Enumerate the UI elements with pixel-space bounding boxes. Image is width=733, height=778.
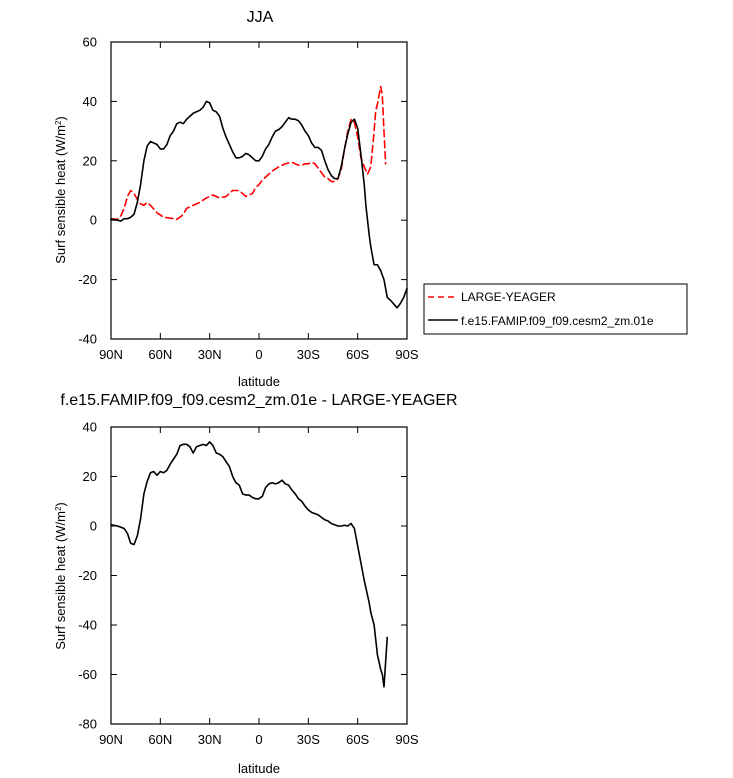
top-x-tick-label: 0 [255,347,262,362]
legend-box [423,283,688,335]
legend-label-cesm2: f.e15.FAMIP.f09_f09.cesm2_zm.01e [461,314,654,328]
top-y-tick-label: 60 [83,35,97,50]
top-x-tick-label: 60N [148,347,172,362]
bottom-x-tick-label: 30N [198,732,222,747]
top-y-axis-label: Surf sensible heat (W/m2) [53,116,68,264]
bottom-x-tick-label: 0 [255,732,262,747]
top-x-tick-label: 60S [346,347,369,362]
bottom-series-line-difference [110,441,389,688]
svg-text:Surf sensible heat (W/m2): Surf sensible heat (W/m2) [53,116,68,264]
bottom-y-axis-label-sup: 2 [54,506,63,511]
bottom-x-tick-label: 60S [346,732,369,747]
bottom-x-tick-label: 60N [148,732,172,747]
bottom-panel: f.e15.FAMIP.f09_f09.cesm2_zm.01e - LARGE… [53,392,458,776]
bottom-chart-title: f.e15.FAMIP.f09_f09.cesm2_zm.01e - LARGE… [60,392,457,409]
top-x-axis-label: latitude [238,374,280,389]
top-y-tick-label: 20 [83,153,97,168]
bottom-y-tick-label: -20 [78,568,97,583]
top-panel: JJA Surf sensible heat (W/m2) latitude -… [53,9,419,389]
top-plot-frame [110,41,408,340]
bottom-y-tick-label: 40 [83,420,97,435]
bottom-y-tick-label: -60 [78,667,97,682]
top-series-line-large-yeager [110,85,387,221]
bottom-axis-ticks: -80 -60 -40 -20 0 20 40 90N 60N 30N 0 30S 60S 90S [78,420,419,748]
top-y-tick-label: -20 [78,272,97,287]
bottom-y-tick-label: 0 [90,519,97,534]
top-y-tick-label: 40 [83,94,97,109]
bottom-y-axis-label: Surf sensible heat (W/m2) [53,502,68,650]
top-y-axis-label-text: Surf sensible heat (W/m [53,125,68,264]
legend: LARGE-YEAGER f.e15.FAMIP.f09_f09.cesm2_z… [423,283,688,335]
top-x-tick-label: 90S [395,347,418,362]
bottom-y-axis-label-text: Surf sensible heat (W/m [53,511,68,650]
top-y-axis-label-sup: 2 [54,120,63,125]
legend-label-large-yeager: LARGE-YEAGER [461,290,556,304]
top-y-tick-label: -40 [78,332,97,347]
bottom-x-tick-label: 30S [297,732,320,747]
top-x-tick-label: 30N [198,347,222,362]
bottom-y-tick-label: 20 [83,469,97,484]
bottom-y-tick-label: -80 [78,717,97,732]
top-y-tick-label: 0 [90,213,97,228]
top-series-line-f-e15-famip-f09-f09-cesm2-zm-01e [110,100,408,309]
bottom-plot-lines [110,441,389,688]
bottom-x-tick-label: 90N [99,732,123,747]
bottom-y-tick-label: -40 [78,618,97,633]
top-axis-ticks: -40 -20 0 20 40 60 90N 60N 30N 0 30S 60S 90S [78,35,419,363]
top-y-axis-label-close: ) [53,116,68,120]
top-plot-lines [110,85,408,309]
top-x-tick-label: 90N [99,347,123,362]
bottom-plot-frame [110,426,408,725]
bottom-x-tick-label: 90S [395,732,418,747]
bottom-y-axis-label-close: ) [53,502,68,506]
bottom-x-axis-label: latitude [238,761,280,776]
svg-text:Surf sensible heat (W/m2): Surf sensible heat (W/m2) [53,502,68,650]
top-chart-title: JJA [247,9,274,26]
top-x-tick-label: 30S [297,347,320,362]
